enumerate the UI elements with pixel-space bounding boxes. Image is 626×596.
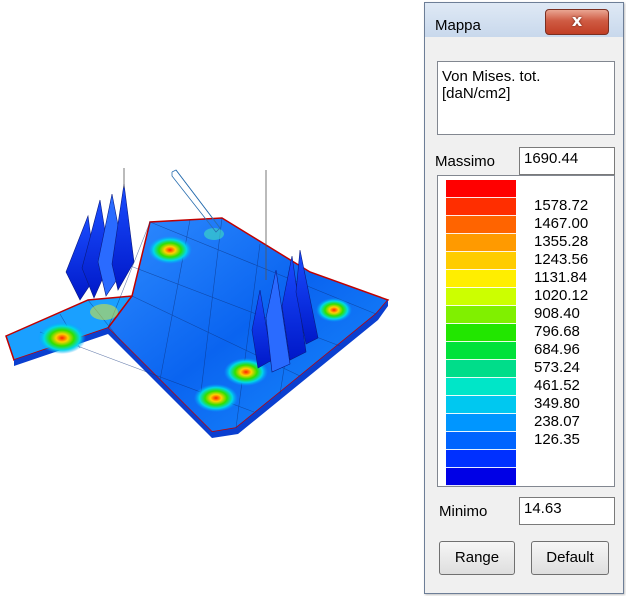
scale-tick-label: 796.68 xyxy=(534,323,580,340)
scale-tick-label: 1243.56 xyxy=(534,251,589,268)
color-swatch xyxy=(446,306,516,324)
scale-tick-label: 684.96 xyxy=(534,341,580,358)
color-swatch xyxy=(446,270,516,288)
color-swatch xyxy=(446,288,516,306)
scale-tick-label: 1355.28 xyxy=(534,233,589,250)
scale-tick-label: 573.24 xyxy=(534,359,580,376)
scale-tick-label: 238.07 xyxy=(534,413,580,430)
color-swatch xyxy=(446,450,516,468)
close-icon: x xyxy=(571,11,583,30)
scale-tick-label: 126.35 xyxy=(534,431,580,448)
fem-model-render xyxy=(5,168,390,438)
map-window: Mappa x Von Mises. tot. [daN/cm2] Massim… xyxy=(424,2,624,594)
stress-peaks-left xyxy=(65,183,135,301)
quantity-name: Von Mises. tot. xyxy=(442,68,541,85)
color-swatch xyxy=(446,180,516,198)
color-scale-bar xyxy=(446,180,516,492)
default-button[interactable]: Default xyxy=(531,541,609,575)
scale-tick-label: 349.80 xyxy=(534,395,580,412)
window-title: Mappa xyxy=(435,17,481,34)
scale-tick-label: 1020.12 xyxy=(534,287,589,304)
scale-tick-label: 1131.84 xyxy=(534,269,588,286)
quantity-unit: [daN/cm2] xyxy=(442,85,511,102)
range-button[interactable]: Range xyxy=(439,541,515,575)
min-label: Minimo xyxy=(439,503,488,520)
stress-map-viewport[interactable] xyxy=(0,0,420,596)
color-swatch xyxy=(446,396,516,414)
color-swatch xyxy=(446,198,516,216)
color-swatch xyxy=(446,432,516,450)
title-bar[interactable]: Mappa x xyxy=(425,3,623,37)
color-legend: 1578.72 1467.00 1355.28 1243.56 1131.84 1020.… xyxy=(437,175,615,487)
min-value-field[interactable]: 14.63 xyxy=(519,497,615,525)
color-swatch xyxy=(446,324,516,342)
quantity-description-box[interactable]: Von Mises. tot. [daN/cm2] xyxy=(437,61,615,135)
color-swatch xyxy=(446,216,516,234)
stress-peaks-right xyxy=(251,249,319,373)
color-swatch xyxy=(446,252,516,270)
max-label: Massimo xyxy=(435,153,496,170)
color-swatch xyxy=(446,342,516,360)
color-swatch xyxy=(446,414,516,432)
color-swatch xyxy=(446,234,516,252)
color-swatch xyxy=(446,360,516,378)
scale-tick-label: 1578.72 xyxy=(534,197,589,214)
close-button[interactable]: x xyxy=(545,9,609,35)
scale-tick-label: 1467.00 xyxy=(534,215,589,232)
color-swatch xyxy=(446,468,516,486)
scale-tick-label: 908.40 xyxy=(534,305,580,322)
scale-tick-label: 461.52 xyxy=(534,377,580,394)
color-swatch xyxy=(446,378,516,396)
max-value-field[interactable]: 1690.44 xyxy=(519,147,615,175)
